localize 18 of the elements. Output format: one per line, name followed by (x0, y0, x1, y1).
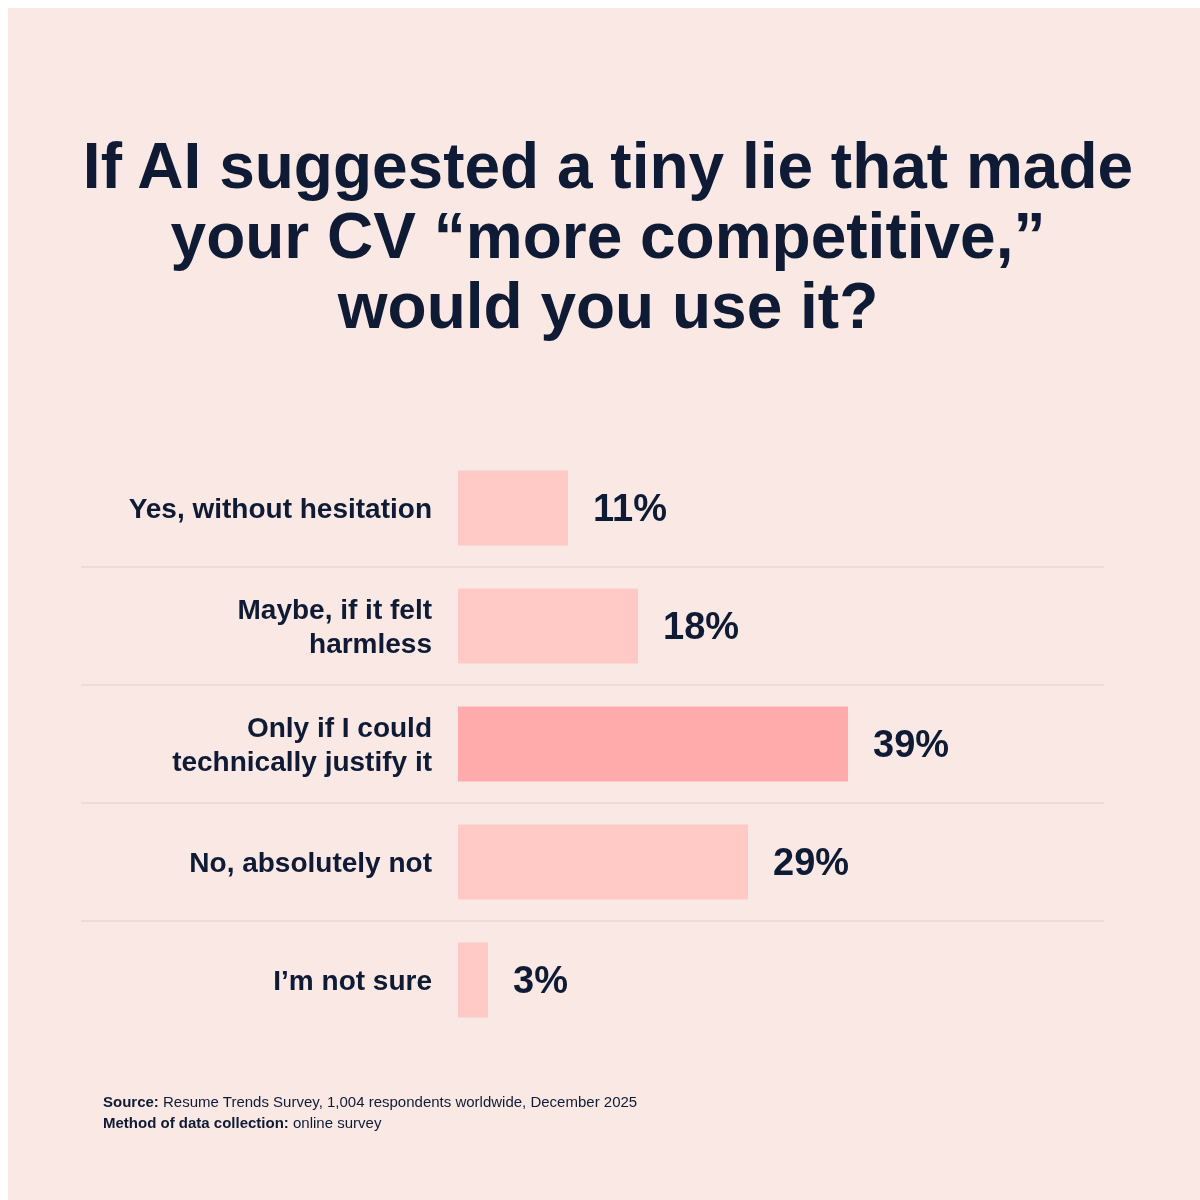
chart-title: If AI suggested a tiny lie that made your CV “more competitive,” would you use it? (82, 130, 1134, 342)
text: Method of data collection: online survey (103, 1114, 382, 1131)
y-tick-label: Yes, without hesitation (128, 492, 432, 524)
y-tick-label: Only if I could technically justify it (172, 711, 432, 777)
bar (458, 942, 488, 1018)
y-tick-label: I’m not sure (273, 964, 432, 996)
bar (458, 470, 568, 546)
data-label: 39% (873, 723, 950, 766)
bar (458, 588, 638, 664)
y-tick-label: No, absolutely not (189, 846, 432, 878)
data-label: 3% (513, 959, 568, 1002)
bar (458, 706, 848, 782)
bar (458, 824, 748, 900)
data-label: 11% (593, 487, 667, 530)
data-label: 18% (663, 605, 740, 648)
data-label: 29% (773, 841, 850, 884)
source-note: Source: Resume Trends Survey, 1,004 respondents worldwide, December 2025 (103, 1093, 638, 1110)
y-tick-label: Maybe, if it felt harmless (237, 593, 432, 659)
